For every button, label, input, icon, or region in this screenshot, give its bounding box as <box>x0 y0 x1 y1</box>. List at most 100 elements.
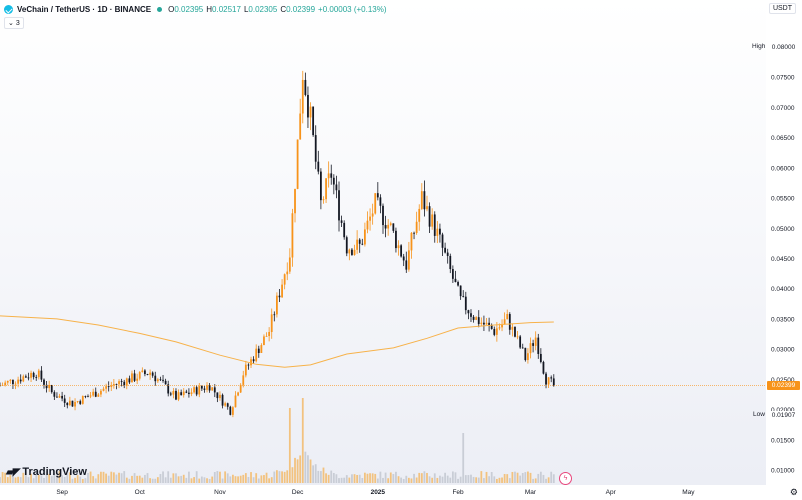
volume-bar <box>545 478 547 483</box>
candle-body <box>226 403 229 407</box>
volume-bar <box>332 472 335 483</box>
volume-bar <box>472 476 475 483</box>
volume-bar <box>81 478 84 483</box>
volume-bar <box>433 473 436 483</box>
volume-bar <box>312 465 315 483</box>
candle-body <box>94 391 97 397</box>
volume-bar <box>449 477 452 483</box>
volume-bar <box>193 477 195 483</box>
candle-body <box>519 336 522 348</box>
candle-body <box>358 239 361 244</box>
volume-bar <box>457 478 459 483</box>
y-tick-label: 0.07500 <box>771 75 795 82</box>
volume-bar <box>400 477 403 483</box>
x-tick-label: Nov <box>214 489 226 496</box>
candle-body <box>281 284 283 298</box>
candle-body <box>263 336 265 346</box>
volume-bar <box>459 476 462 483</box>
volume-bar <box>206 478 208 483</box>
candle-body <box>216 392 219 399</box>
candle-body <box>211 387 214 391</box>
volume-bar <box>356 474 359 483</box>
volume-bar <box>177 476 180 483</box>
candle-body <box>128 378 131 383</box>
candle-body <box>206 385 208 390</box>
candle-body <box>24 376 27 378</box>
volume-bar <box>395 471 397 483</box>
y-tick-label: 0.04500 <box>771 256 795 263</box>
candle-body <box>87 396 89 398</box>
volume-bar <box>268 478 271 483</box>
high-price-tag: 0.08000 <box>767 42 800 52</box>
candle-body <box>508 314 511 330</box>
candle-body <box>27 377 30 379</box>
volume-bar <box>110 471 113 483</box>
candle-body <box>56 396 58 398</box>
volume-bar <box>273 471 276 483</box>
volume-bar <box>125 477 128 483</box>
candle-body <box>6 380 9 383</box>
gear-icon[interactable]: ⚙ <box>789 487 798 497</box>
candle-body <box>340 220 343 223</box>
volume-bar <box>250 472 252 483</box>
volume-bar <box>48 473 51 483</box>
volume-bar <box>144 474 146 483</box>
candle-body <box>97 394 100 397</box>
candle-body <box>514 326 516 337</box>
candle-body <box>118 381 120 385</box>
volume-bar <box>325 473 327 483</box>
volume-bar <box>58 471 61 483</box>
volume-bar <box>498 477 501 483</box>
volume-bar <box>66 473 69 483</box>
candle-body <box>444 247 447 253</box>
lightning-icon[interactable]: ϟ <box>559 472 572 485</box>
y-tick-label: 0.01000 <box>771 468 795 475</box>
candle-body <box>219 394 221 399</box>
candle-body <box>459 285 462 297</box>
volume-bar <box>19 477 22 483</box>
volume-bar <box>53 473 56 483</box>
candle-body <box>164 380 167 385</box>
volume-bar <box>172 473 175 483</box>
candle-body <box>317 161 320 172</box>
volume-bar <box>30 473 32 483</box>
volume-bar <box>550 471 553 483</box>
candle-body <box>68 400 71 406</box>
candle-body <box>190 392 193 395</box>
candle-body <box>193 387 195 393</box>
candle-body <box>63 398 66 403</box>
candle-body <box>50 385 53 393</box>
candle-body <box>30 372 32 378</box>
candle-body <box>35 377 38 378</box>
candle-body <box>224 403 227 406</box>
candle-body <box>66 402 69 406</box>
volume-bar <box>307 455 309 483</box>
candle-body <box>149 372 151 375</box>
symbol-title[interactable]: VeChain / TetherUS · 1D · BINANCE <box>17 4 152 14</box>
candle-body <box>542 361 545 374</box>
candle-body <box>81 396 84 404</box>
candle-body <box>84 396 87 397</box>
currency-button[interactable]: USDT <box>768 3 796 14</box>
candle-body <box>431 214 434 227</box>
indicators-toggle[interactable]: ⌄ 3 <box>4 17 24 29</box>
volume-bar <box>283 471 286 483</box>
volume-bar <box>534 478 537 483</box>
candle-body <box>527 353 529 361</box>
volume-bar <box>232 474 234 483</box>
candle-body <box>451 269 454 279</box>
candle-body <box>273 314 276 316</box>
volume-bar <box>84 478 87 483</box>
volume-bar <box>123 471 126 483</box>
volume-bar <box>141 477 144 483</box>
volume-bar <box>32 478 35 483</box>
candle-body <box>221 394 224 406</box>
volume-bar <box>247 476 250 483</box>
volume-bar <box>17 476 20 483</box>
y-tick-label: 0.02000 <box>771 407 795 414</box>
candle-body <box>407 250 410 270</box>
volume-bar <box>423 471 426 483</box>
tradingview-logo[interactable]: ▰◤ TradingView <box>6 466 87 478</box>
candle-body <box>477 317 480 325</box>
